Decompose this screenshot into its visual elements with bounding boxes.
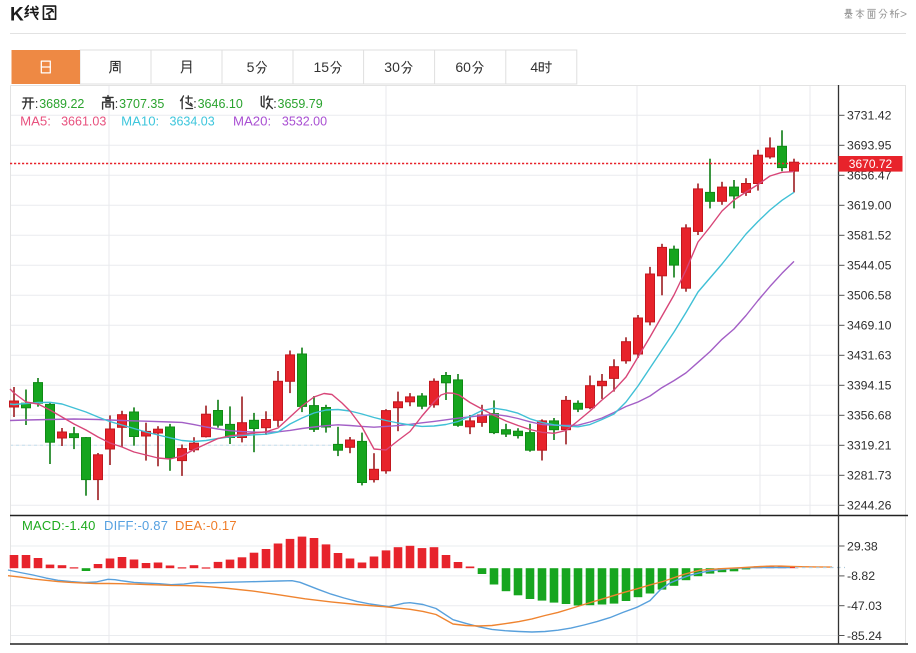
svg-text:3581.52: 3581.52 (847, 229, 892, 243)
svg-text:3532.00: 3532.00 (282, 114, 327, 128)
svg-text::: : (35, 97, 38, 111)
svg-text:3506.58: 3506.58 (847, 289, 892, 303)
svg-text:-47.03: -47.03 (847, 599, 882, 613)
svg-text:>: > (900, 7, 907, 21)
svg-text:MA20:: MA20: (233, 113, 271, 128)
svg-text:-85.24: -85.24 (847, 629, 882, 643)
svg-text::: : (193, 97, 196, 111)
svg-text:DEA:-0.17: DEA:-0.17 (175, 518, 237, 533)
svg-text:3431.63: 3431.63 (847, 349, 892, 363)
svg-text:3319.21: 3319.21 (847, 439, 892, 453)
svg-text:3731.42: 3731.42 (847, 109, 892, 123)
svg-text:3544.05: 3544.05 (847, 259, 892, 273)
svg-text:3356.68: 3356.68 (847, 409, 892, 423)
svg-text:3619.00: 3619.00 (847, 199, 892, 213)
svg-text:MA5:: MA5: (20, 113, 51, 128)
svg-text:3634.03: 3634.03 (170, 114, 215, 128)
svg-text::: : (115, 97, 118, 111)
svg-text:3646.10: 3646.10 (198, 97, 243, 111)
svg-text:3689.22: 3689.22 (39, 97, 84, 111)
svg-text:DIFF:-0.87: DIFF:-0.87 (104, 518, 168, 533)
svg-text:29.38: 29.38 (847, 539, 878, 553)
svg-text:3244.26: 3244.26 (847, 499, 892, 513)
svg-text:MA10:: MA10: (121, 113, 159, 128)
svg-text:3281.73: 3281.73 (847, 469, 892, 483)
svg-text:5: 5 (247, 59, 255, 75)
svg-text:3394.15: 3394.15 (847, 379, 892, 393)
svg-text:3661.03: 3661.03 (61, 114, 106, 128)
svg-text:MACD:-1.40: MACD:-1.40 (22, 518, 96, 533)
svg-text:15: 15 (314, 59, 330, 75)
svg-text:3693.95: 3693.95 (847, 139, 892, 153)
svg-text:3656.47: 3656.47 (847, 169, 892, 183)
svg-text:-8.82: -8.82 (847, 569, 875, 583)
svg-text:K: K (10, 5, 24, 26)
svg-text::: : (273, 97, 276, 111)
svg-text:3670.72: 3670.72 (849, 157, 893, 171)
svg-text:3707.35: 3707.35 (119, 97, 164, 111)
svg-text:30: 30 (384, 59, 400, 75)
svg-text:3469.10: 3469.10 (847, 319, 892, 333)
svg-text:60: 60 (455, 59, 471, 75)
svg-text:3659.79: 3659.79 (278, 97, 323, 111)
svg-text:4: 4 (530, 59, 538, 75)
